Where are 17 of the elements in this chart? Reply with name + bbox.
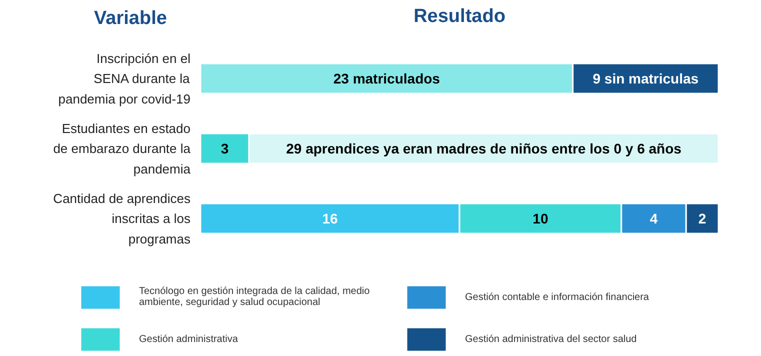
data-label: 2 [698,210,706,226]
y-tick-label: Estudiantes en estado de embarazo durante la pandemia [53,120,192,176]
data-label: 16 [322,210,338,226]
legend-label: Gestión contable e información financiera [465,292,650,302]
data-label: 10 [532,210,548,226]
y-tick-label: Cantidad de aprendices inscritas a los programas [53,190,191,246]
chart-title: Resultado [414,6,506,27]
legend-label: Gestión administrativa del sector salud [465,334,638,344]
y-tick-label: Inscripción en el SENA durante la pandemia por covid-19 [58,50,191,106]
data-label: 29 aprendices ya eran madres de niños entre los 0 y 6 años [286,140,682,156]
data-label: 23 matriculados [333,70,440,86]
legend-label: Tecnólogo en gestión integrada de la calidad, medio ambiente, seguridad y salud ocupacional [139,286,371,308]
y-axis-title: Variable [94,8,167,29]
data-label: 3 [220,140,229,156]
legend-label: Gestión administrativa [139,334,239,344]
data-label: 4 [650,210,658,226]
data-label: 9 sin matriculas [592,70,699,86]
